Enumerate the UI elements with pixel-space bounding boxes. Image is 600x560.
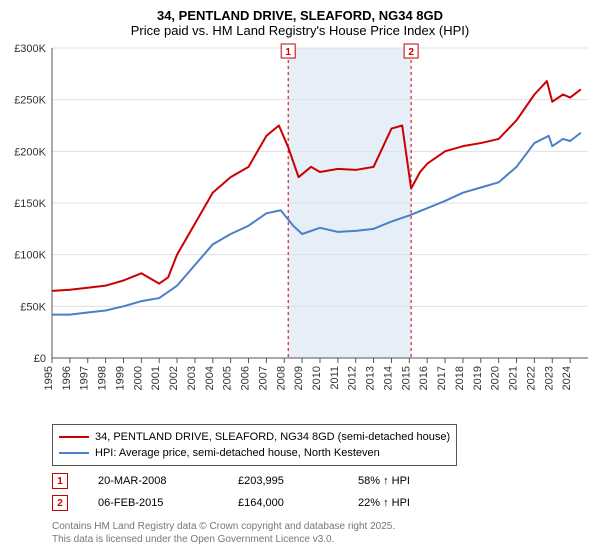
svg-text:£250K: £250K [14, 95, 46, 107]
event-price: £203,995 [238, 475, 328, 487]
svg-text:2021: 2021 [508, 366, 520, 390]
svg-text:2020: 2020 [490, 366, 502, 390]
svg-text:2015: 2015 [400, 366, 412, 390]
event-marker-icon: 2 [52, 495, 68, 511]
svg-text:£200K: £200K [14, 146, 46, 158]
svg-text:1999: 1999 [114, 366, 126, 390]
svg-text:£100K: £100K [14, 250, 46, 262]
event-row: 2 06-FEB-2015 £164,000 22% ↑ HPI [52, 492, 592, 514]
price-chart: £0 £50K £100K £150K £200K £250K £300K 1995 1996 1… [8, 38, 592, 418]
svg-text:2009: 2009 [293, 366, 305, 390]
chart-title-line2: Price paid vs. HM Land Registry's House … [8, 23, 592, 38]
event-date: 06-FEB-2015 [98, 497, 208, 509]
svg-text:2002: 2002 [168, 366, 180, 390]
svg-text:2001: 2001 [150, 366, 162, 390]
event-price: £164,000 [238, 497, 328, 509]
legend-swatch [59, 452, 89, 454]
svg-text:1997: 1997 [79, 366, 91, 390]
svg-text:2008: 2008 [275, 366, 287, 390]
svg-text:2012: 2012 [347, 366, 359, 390]
event-table: 1 20-MAR-2008 £203,995 58% ↑ HPI 2 06-FE… [52, 470, 592, 514]
svg-text:2003: 2003 [186, 366, 198, 390]
svg-text:2019: 2019 [472, 366, 484, 390]
legend: 34, PENTLAND DRIVE, SLEAFORD, NG34 8GD (… [52, 424, 457, 466]
legend-label: 34, PENTLAND DRIVE, SLEAFORD, NG34 8GD (… [95, 429, 450, 445]
svg-text:2005: 2005 [222, 366, 234, 390]
svg-text:1995: 1995 [43, 366, 55, 390]
svg-text:2006: 2006 [240, 366, 252, 390]
svg-text:2023: 2023 [543, 366, 555, 390]
footer: Contains HM Land Registry data © Crown c… [52, 520, 592, 546]
event-marker-icon: 1 [52, 473, 68, 489]
svg-text:£300K: £300K [14, 43, 46, 55]
svg-text:2000: 2000 [132, 366, 144, 390]
svg-text:2007: 2007 [257, 366, 269, 390]
footer-line1: Contains HM Land Registry data © Crown c… [52, 520, 592, 533]
svg-text:1996: 1996 [61, 366, 73, 390]
svg-text:2016: 2016 [418, 366, 430, 390]
svg-text:£0: £0 [34, 353, 46, 365]
svg-text:2017: 2017 [436, 366, 448, 390]
legend-row: 34, PENTLAND DRIVE, SLEAFORD, NG34 8GD (… [59, 429, 450, 445]
svg-text:2011: 2011 [329, 366, 341, 390]
chart-svg: £0 £50K £100K £150K £200K £250K £300K 1995 1996 1… [8, 38, 592, 418]
event-row: 1 20-MAR-2008 £203,995 58% ↑ HPI [52, 470, 592, 492]
legend-swatch [59, 436, 89, 438]
svg-text:2014: 2014 [382, 366, 394, 390]
svg-text:2: 2 [408, 47, 414, 58]
svg-text:2022: 2022 [525, 366, 537, 390]
svg-text:2004: 2004 [204, 366, 216, 390]
svg-text:2018: 2018 [454, 366, 466, 390]
svg-text:£50K: £50K [20, 301, 46, 313]
svg-text:2010: 2010 [311, 366, 323, 390]
legend-label: HPI: Average price, semi-detached house,… [95, 445, 380, 461]
chart-title-block: 34, PENTLAND DRIVE, SLEAFORD, NG34 8GD P… [8, 8, 592, 38]
svg-text:£150K: £150K [14, 198, 46, 210]
svg-text:2024: 2024 [561, 366, 573, 390]
svg-text:1: 1 [285, 47, 291, 58]
legend-row: HPI: Average price, semi-detached house,… [59, 445, 450, 461]
svg-text:1998: 1998 [97, 366, 109, 390]
svg-text:2013: 2013 [365, 366, 377, 390]
event-pct: 58% ↑ HPI [358, 475, 448, 487]
event-pct: 22% ↑ HPI [358, 497, 448, 509]
chart-title-line1: 34, PENTLAND DRIVE, SLEAFORD, NG34 8GD [8, 8, 592, 23]
event-date: 20-MAR-2008 [98, 475, 208, 487]
footer-line2: This data is licensed under the Open Gov… [52, 533, 592, 546]
